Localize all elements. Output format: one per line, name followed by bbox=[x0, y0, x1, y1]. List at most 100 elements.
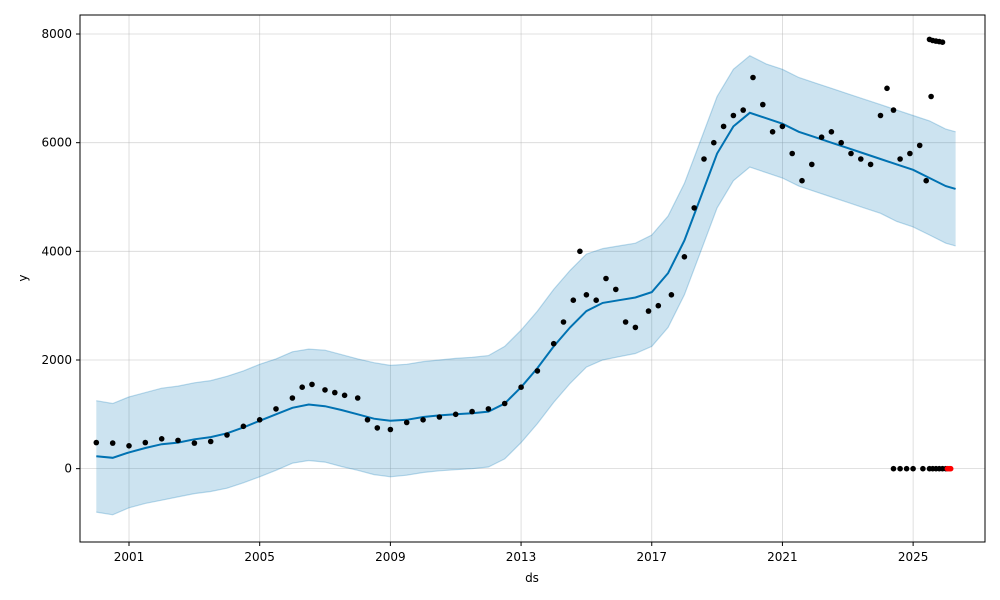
observed-point bbox=[760, 101, 766, 108]
observed-point bbox=[354, 395, 361, 401]
observed-point bbox=[256, 417, 263, 423]
observed-point bbox=[364, 417, 371, 423]
observed-point bbox=[452, 411, 459, 418]
interval-band bbox=[96, 55, 956, 515]
observed-point-zero bbox=[897, 465, 903, 472]
observed-point bbox=[299, 384, 306, 391]
observed-point bbox=[560, 319, 567, 325]
observed-point bbox=[501, 400, 508, 407]
x-tick-label: 2017 bbox=[636, 550, 667, 564]
observed-point bbox=[518, 384, 524, 391]
observed-point bbox=[645, 308, 652, 314]
observed-point bbox=[374, 425, 381, 431]
observed-point bbox=[740, 107, 746, 113]
y-axis-ticks: 0 2000 4000 6000 8000 bbox=[41, 27, 80, 476]
observed-point bbox=[240, 423, 247, 430]
observed-point bbox=[593, 297, 599, 304]
observed-point bbox=[799, 177, 805, 184]
x-tick-label: 2025 bbox=[898, 550, 929, 564]
observed-point bbox=[655, 302, 662, 309]
observed-point-high bbox=[928, 93, 934, 100]
observed-point bbox=[907, 150, 913, 157]
observed-point-zero bbox=[920, 465, 926, 472]
y-tick-label: 2000 bbox=[41, 353, 72, 367]
observed-point bbox=[322, 387, 328, 393]
observed-point-zero bbox=[910, 465, 916, 472]
x-axis-ticks: 2001 2005 2009 2013 2017 2021 2025 bbox=[114, 542, 929, 564]
observed-point bbox=[828, 129, 835, 135]
observed-point bbox=[779, 123, 786, 130]
observed-point bbox=[158, 436, 165, 442]
observed-point bbox=[769, 129, 776, 135]
observed-point bbox=[923, 177, 929, 184]
observed-point bbox=[309, 381, 315, 388]
observed-point-zero bbox=[903, 465, 910, 472]
interval-upper-edge bbox=[96, 54, 956, 405]
observed-point bbox=[691, 205, 697, 211]
observed-point bbox=[341, 392, 348, 399]
observed-point bbox=[289, 395, 296, 401]
observed-point bbox=[818, 134, 825, 140]
forecast-series bbox=[96, 111, 956, 459]
observed-point bbox=[436, 414, 443, 420]
observed-point bbox=[897, 156, 903, 162]
observed-point bbox=[332, 389, 338, 396]
observed-point bbox=[534, 368, 541, 374]
observed-point bbox=[175, 437, 181, 444]
observed-point bbox=[485, 406, 492, 412]
plot-frame bbox=[79, 14, 986, 543]
observed-point bbox=[469, 408, 475, 415]
observed-point bbox=[789, 150, 795, 157]
observed-point bbox=[877, 112, 884, 119]
observed-point-high bbox=[939, 39, 946, 45]
y-axis-label: y bbox=[16, 274, 30, 281]
observed-point bbox=[622, 319, 629, 325]
observed-point bbox=[93, 439, 100, 446]
observed-point bbox=[809, 161, 815, 168]
forecast-line bbox=[96, 111, 956, 459]
observed-point bbox=[109, 440, 116, 446]
observed-point bbox=[916, 142, 923, 149]
observed-point bbox=[701, 156, 707, 162]
observed-point bbox=[681, 253, 688, 260]
observed-point bbox=[730, 112, 737, 119]
uncertainty-interval bbox=[96, 54, 956, 516]
observed-point bbox=[603, 275, 609, 282]
observed-point-zero bbox=[890, 465, 897, 472]
observed-point bbox=[613, 286, 619, 293]
observed-point bbox=[890, 107, 897, 113]
y-tick-label: 0 bbox=[64, 462, 72, 476]
observed-point bbox=[550, 340, 557, 347]
observed-point bbox=[577, 248, 583, 255]
x-tick-label: 2013 bbox=[506, 550, 537, 564]
observed-point bbox=[126, 443, 132, 449]
observed-point bbox=[142, 439, 149, 446]
interval-lower-edge bbox=[96, 166, 956, 516]
observed-point bbox=[884, 85, 890, 92]
observed-point bbox=[570, 297, 577, 304]
highlighted-point bbox=[947, 465, 954, 472]
y-tick-label: 4000 bbox=[41, 244, 72, 258]
observed-point bbox=[207, 438, 214, 445]
x-tick-label: 2001 bbox=[114, 550, 145, 564]
observed-point bbox=[191, 440, 198, 446]
x-tick-label: 2009 bbox=[375, 550, 406, 564]
observed-point bbox=[668, 292, 675, 298]
observed-point bbox=[224, 432, 230, 438]
observed-point bbox=[711, 139, 717, 146]
observed-point bbox=[750, 74, 756, 81]
observed-point bbox=[387, 426, 394, 433]
grid bbox=[80, 15, 985, 542]
observed-point bbox=[848, 150, 854, 157]
observed-point bbox=[632, 324, 639, 331]
x-tick-label: 2005 bbox=[244, 550, 275, 564]
observed-point bbox=[403, 419, 410, 426]
observed-point bbox=[867, 161, 874, 168]
y-tick-label: 6000 bbox=[41, 136, 72, 150]
x-tick-label: 2021 bbox=[767, 550, 798, 564]
observed-point bbox=[420, 417, 426, 423]
observed-point bbox=[858, 156, 864, 162]
x-axis-label: ds bbox=[525, 571, 539, 585]
